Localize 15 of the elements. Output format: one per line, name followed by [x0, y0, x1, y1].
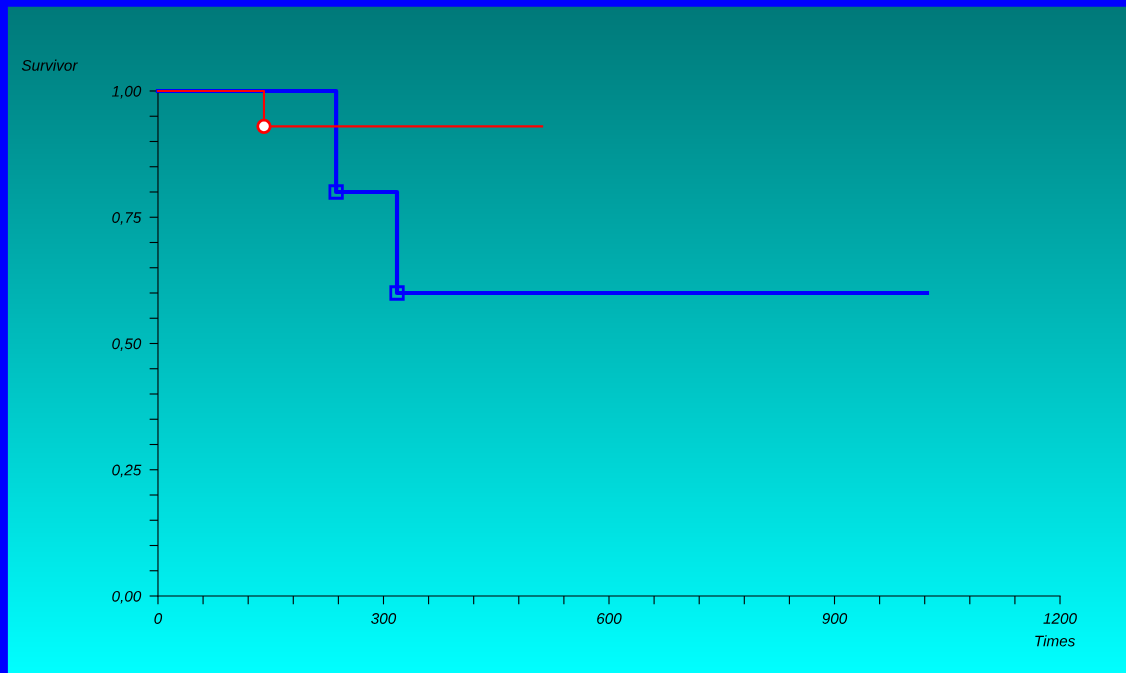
y-tick-label: 0,75: [112, 212, 142, 225]
y-axis-title: Survivor: [21, 59, 78, 71]
y-tick-label: 0,25: [112, 464, 142, 478]
y-tick-label: 0,50: [112, 338, 142, 351]
y-tick-label: 0,00: [112, 590, 142, 604]
x-tick-label: 600: [597, 613, 622, 624]
x-tick-label: 1200: [1043, 613, 1077, 624]
point: [328, 184, 344, 200]
x-axis-title: Times: [1035, 635, 1076, 647]
point: [389, 285, 405, 301]
x-tick-label: 300: [371, 613, 397, 624]
x-tick-label: 0: [154, 613, 163, 624]
x-tick-label: 900: [822, 613, 848, 624]
point: [256, 118, 272, 134]
y-tick-label: 1,00: [111, 85, 142, 99]
